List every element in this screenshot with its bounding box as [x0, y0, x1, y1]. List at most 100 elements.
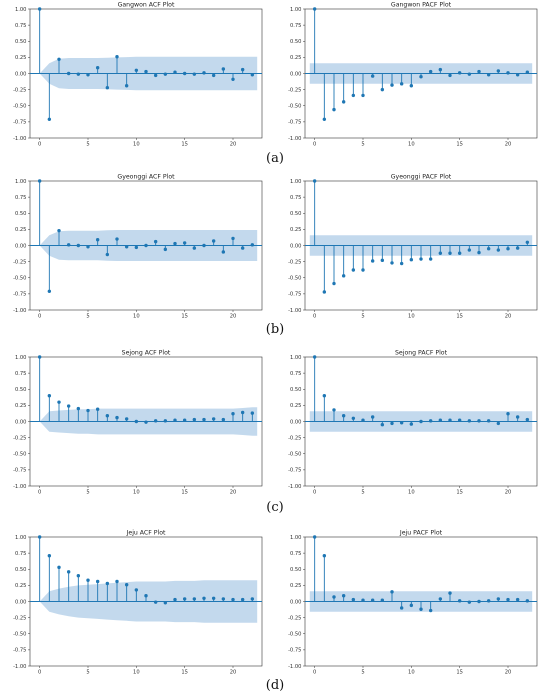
sejong-acf-plot-marker-lag-17: [202, 417, 206, 422]
gangwon-pacf-plot: Gangwon PACF Plot -1.00 -0.75 -0.50 -0.25 0.0…: [275, 0, 550, 148]
gangwon-pacf-plot-marker-lag-17: [477, 69, 481, 74]
jeju-acf-plot-marker-lag-17: [202, 596, 206, 600]
gyeonggi-pacf-plot-ytick-label: 0.00: [290, 243, 302, 249]
gyeonggi-pacf-plot-svg: Gyeonggi PACF Plot -1.00 -0.75 -0.50 -0.25 0.…: [288, 174, 538, 320]
gyeonggi-acf-plot-marker-lag-20: [231, 236, 235, 241]
gangwon-acf-plot-marker-lag-5: [86, 73, 90, 77]
sejong-acf-plot-xtick-label: 0: [38, 490, 41, 496]
sejong-acf-plot-marker-lag-13: [163, 419, 168, 423]
gyeonggi-acf-plot-marker-lag-1: [47, 289, 52, 293]
gyeonggi-acf-plot-marker-lag-12: [153, 239, 158, 244]
sejong-pacf-plot-marker-lag-7: [380, 423, 385, 427]
gyeonggi-acf-plot: Gyeonggi ACF Plot -1.00 -0.75 -0.50 -0.25 0.0…: [0, 172, 275, 320]
sejong-pacf-plot-marker-lag-20: [506, 412, 510, 416]
jeju-acf-plot-marker-lag-4: [76, 574, 81, 578]
gyeonggi-pacf-plot-ytick-label: 1.00: [290, 179, 302, 185]
gyeonggi-acf-plot-marker-lag-21: [240, 246, 245, 250]
sejong-acf-plot-marker-lag-14: [173, 418, 177, 422]
gangwon-pacf-plot-xtick-label: 10: [408, 142, 415, 148]
jeju-acf-plot-ytick-label: 0.50: [15, 567, 27, 573]
gyeonggi-pacf-plot-title: Gyeonggi PACF Plot: [391, 174, 452, 181]
gyeonggi-acf-plot-marker-lag-2: [57, 228, 61, 233]
gangwon-pacf-plot-ytick-label: 0.50: [290, 39, 302, 45]
jeju-acf-plot-marker-lag-0: [37, 535, 42, 539]
jeju-pacf-plot-marker-lag-19: [496, 597, 501, 601]
jeju-pacf-plot-ytick-label: -0.75: [288, 648, 301, 654]
gyeonggi-pacf-plot-marker-lag-12: [428, 257, 433, 261]
sejong-acf-plot-ytick-label: -1.00: [13, 484, 26, 490]
sejong-acf-plot-marker-lag-3: [66, 404, 71, 408]
jeju-acf-plot-marker-lag-19: [221, 597, 226, 601]
gyeonggi-pacf-plot-marker-lag-18: [486, 247, 491, 251]
sejong-acf-plot-marker-lag-12: [153, 419, 158, 423]
gyeonggi-acf-plot-marker-lag-9: [124, 245, 129, 249]
sejong-acf-plot-ytick-label: -0.50: [13, 452, 26, 458]
gyeonggi-pacf-plot-xtick-label: 0: [313, 314, 316, 320]
gangwon-pacf-plot-ytick-label: -0.75: [288, 120, 301, 126]
jeju-pacf-plot-ytick-label: -1.00: [288, 664, 301, 670]
jeju-pacf-plot-marker-lag-7: [380, 598, 385, 602]
gyeonggi-pacf-plot-marker-lag-8: [390, 261, 394, 265]
jeju-pacf-plot-marker-lag-20: [506, 597, 510, 602]
jeju-pacf-plot-marker-lag-21: [515, 597, 520, 602]
jeju-pacf-plot-xtick-label: 10: [408, 670, 415, 676]
sejong-pacf-plot-ytick-label: 0.75: [290, 371, 302, 377]
sejong-acf-plot-marker-lag-18: [211, 417, 216, 421]
gangwon-pacf-plot-ytick-label: 1.00: [290, 7, 302, 13]
jeju-acf-plot-marker-lag-16: [192, 597, 197, 601]
jeju-pacf-plot-marker-lag-15: [457, 599, 462, 603]
gyeonggi-acf-plot-xtick-label: 15: [181, 314, 188, 320]
jeju-acf-plot-marker-lag-9: [124, 583, 129, 587]
jeju-pacf-plot-marker-lag-10: [409, 603, 414, 608]
gangwon-pacf-plot-marker-lag-9: [399, 82, 404, 86]
gangwon-pacf-plot-title: Gangwon PACF Plot: [391, 2, 452, 9]
gyeonggi-acf-plot-ytick-label: 0.00: [15, 243, 27, 249]
jeju-acf-plot-marker-lag-11: [144, 593, 148, 598]
gangwon-acf-plot-marker-lag-0: [37, 7, 42, 11]
sejong-acf-plot-ytick-label: -0.75: [13, 468, 26, 474]
sejong-pacf-plot-marker-lag-13: [438, 418, 443, 422]
gangwon-pacf-plot-marker-lag-3: [341, 100, 346, 104]
gangwon-pacf-plot-ytick-label: -1.00: [288, 136, 301, 142]
gangwon-acf-plot-marker-lag-10: [134, 68, 139, 72]
jeju-acf-plot-ytick-label: 0.00: [15, 599, 27, 605]
jeju-acf-plot-marker-lag-12: [153, 600, 158, 604]
jeju-acf-plot-ytick-label: -0.75: [13, 648, 26, 654]
sejong-acf-plot-marker-lag-20: [231, 412, 235, 416]
jeju-acf-plot-ytick-label: 0.25: [15, 583, 27, 589]
sejong-pacf-plot-marker-lag-19: [496, 421, 501, 426]
gyeonggi-pacf-plot-marker-lag-2: [332, 281, 336, 286]
jeju-acf-plot-xtick-label: 15: [181, 670, 188, 676]
gyeonggi-acf-plot-marker-lag-0: [37, 179, 42, 183]
jeju-acf-plot-ytick-label: -1.00: [13, 664, 26, 670]
gyeonggi-pacf-plot-xtick-label: 20: [505, 314, 512, 320]
gangwon-acf-plot-marker-lag-9: [124, 84, 129, 88]
jeju-pacf-plot-ytick-label: 0.00: [290, 599, 302, 605]
sejong-pacf-plot-marker-lag-18: [486, 419, 491, 423]
sejong-pacf-plot-marker-lag-4: [351, 416, 356, 420]
sejong-pacf-plot-marker-lag-5: [361, 418, 365, 422]
gyeonggi-pacf-plot-marker-lag-16: [467, 248, 472, 252]
sejong-acf-plot-ytick-label: -0.25: [13, 435, 26, 441]
gyeonggi-pacf-plot-marker-lag-15: [457, 251, 462, 255]
sejong-pacf-plot-marker-lag-15: [457, 418, 462, 422]
jeju-pacf-plot-marker-lag-6: [370, 598, 375, 602]
sejong-acf-plot-xtick-label: 10: [133, 490, 140, 496]
sejong-pacf-plot-ytick-label: 0.00: [290, 419, 302, 425]
gyeonggi-acf-plot-marker-lag-13: [163, 247, 168, 252]
gyeonggi-pacf-plot-marker-lag-1: [322, 290, 327, 294]
gyeonggi-pacf-plot-ytick-label: -0.50: [288, 276, 301, 282]
jeju-pacf-plot-marker-lag-5: [361, 598, 365, 602]
gangwon-pacf-plot-ytick-label: 0.00: [290, 71, 302, 77]
gyeonggi-acf-plot-title: Gyeonggi ACF Plot: [117, 174, 175, 181]
gyeonggi-acf-plot-marker-lag-11: [144, 243, 148, 248]
gyeonggi-pacf-plot-ytick-label: 0.50: [290, 211, 302, 217]
jeju-pacf-plot-marker-lag-12: [428, 608, 433, 613]
gyeonggi-acf-plot-xtick-label: 5: [86, 314, 89, 320]
sejong-pacf-plot-marker-lag-12: [428, 419, 433, 423]
gyeonggi-acf-plot-marker-lag-7: [105, 252, 110, 257]
gangwon-acf-plot-marker-lag-11: [144, 69, 148, 74]
sejong-pacf-plot-xtick-label: 10: [408, 490, 415, 496]
sejong-pacf-plot-xtick-label: 0: [313, 490, 316, 496]
jeju-acf-plot: Jeju ACF Plot -1.00 -0.75 -0.50 -0.25 0.00 0.2…: [0, 528, 275, 676]
